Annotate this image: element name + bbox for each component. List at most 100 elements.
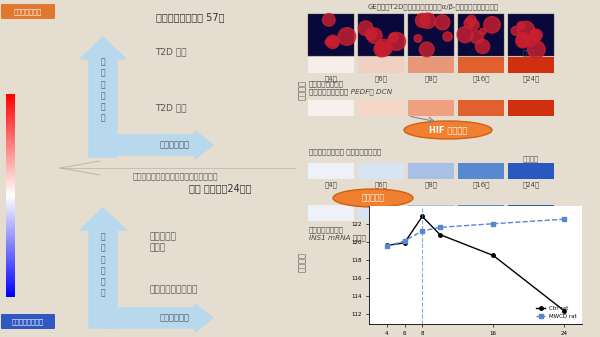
Bar xyxy=(508,100,554,116)
Text: 第6周: 第6周 xyxy=(374,75,388,82)
Circle shape xyxy=(325,39,331,45)
MWCD rat xyxy=(560,217,568,221)
Ellipse shape xyxy=(333,189,413,207)
Bar xyxy=(458,163,504,179)
Text: 二型糖尿病
发展中: 二型糖尿病 发展中 xyxy=(150,232,177,252)
Text: 第二特征向量: 第二特征向量 xyxy=(160,313,190,323)
Circle shape xyxy=(435,15,450,30)
Text: 第24周: 第24周 xyxy=(523,181,539,188)
Circle shape xyxy=(388,32,406,51)
Text: 下调的氧化磷酸化: 下调的氧化磷酸化 xyxy=(12,318,44,325)
Circle shape xyxy=(467,15,476,25)
Text: 胰岛素水平变化：: 胰岛素水平变化： xyxy=(309,226,344,233)
Text: 第
一
特
征
向
量: 第 一 特 征 向 量 xyxy=(101,233,106,297)
Circle shape xyxy=(376,39,392,56)
Circle shape xyxy=(479,28,486,35)
Circle shape xyxy=(326,35,339,49)
Circle shape xyxy=(457,27,473,43)
Bar xyxy=(408,163,454,179)
FancyArrow shape xyxy=(103,304,213,332)
Text: 第16周: 第16周 xyxy=(472,181,490,188)
Text: 第4周: 第4周 xyxy=(325,181,337,188)
Ctrl rat xyxy=(436,233,443,237)
Text: 第8周: 第8周 xyxy=(425,181,437,188)
Bar xyxy=(308,14,354,56)
Circle shape xyxy=(527,37,536,46)
Circle shape xyxy=(443,32,452,41)
Circle shape xyxy=(419,42,434,57)
MWCD rat xyxy=(383,244,391,248)
Bar xyxy=(508,163,554,179)
Bar xyxy=(358,100,404,116)
Bar xyxy=(458,205,504,221)
Text: 上调的血管增生: 上调的血管增生 xyxy=(14,8,42,15)
Text: 抗活血管增生，包括 PEDF， DCN: 抗活血管增生，包括 PEDF， DCN xyxy=(309,88,392,95)
Text: 大鼠早期的补偿机制: 大鼠早期的补偿机制 xyxy=(150,285,199,295)
FancyBboxPatch shape xyxy=(1,4,55,19)
Circle shape xyxy=(414,35,422,42)
Bar xyxy=(458,14,504,56)
Circle shape xyxy=(530,30,540,40)
MWCD rat xyxy=(401,239,408,243)
Text: 主要的分子变化： 下调的氧化磷酸化: 主要的分子变化： 下调的氧化磷酸化 xyxy=(309,148,381,155)
Line: MWCD rat: MWCD rat xyxy=(385,217,566,248)
Text: 第4周: 第4周 xyxy=(325,75,337,82)
Bar xyxy=(308,100,354,116)
FancyBboxPatch shape xyxy=(1,314,55,329)
Bar xyxy=(308,205,354,221)
Circle shape xyxy=(464,18,475,28)
Text: 同步变化: 同步变化 xyxy=(298,80,307,100)
Circle shape xyxy=(517,21,535,38)
Text: 高血糖血症: 高血糖血症 xyxy=(361,193,385,203)
Bar xyxy=(358,14,404,56)
Text: 主要的分子变化：: 主要的分子变化： xyxy=(309,80,344,87)
Circle shape xyxy=(517,33,530,46)
Bar xyxy=(508,57,554,73)
Circle shape xyxy=(517,22,525,30)
Bar xyxy=(408,100,454,116)
Ctrl rat xyxy=(490,253,497,257)
Text: 人（年龄中位数： 57）: 人（年龄中位数： 57） xyxy=(156,12,224,22)
MWCD rat xyxy=(419,229,426,233)
Bar xyxy=(358,57,404,73)
Text: 大鼠 （年龄到24周）: 大鼠 （年龄到24周） xyxy=(189,183,251,193)
Text: 第8周: 第8周 xyxy=(425,75,437,82)
Circle shape xyxy=(470,31,484,44)
Circle shape xyxy=(469,20,479,30)
Bar xyxy=(458,57,504,73)
MWCD rat xyxy=(436,225,443,229)
Line: Ctrl rat: Ctrl rat xyxy=(385,215,566,312)
Circle shape xyxy=(374,42,389,57)
Bar xyxy=(358,205,404,221)
Circle shape xyxy=(358,21,373,36)
Text: T2D 早期: T2D 早期 xyxy=(155,103,187,113)
Circle shape xyxy=(338,28,356,45)
Ctrl rat xyxy=(419,214,426,218)
Circle shape xyxy=(420,13,436,29)
Bar xyxy=(358,163,404,179)
MWCD rat xyxy=(490,222,497,226)
Circle shape xyxy=(484,17,500,33)
Bar xyxy=(508,14,554,56)
Bar xyxy=(458,100,504,116)
Legend: Ctrl rat, MWCD rat: Ctrl rat, MWCD rat xyxy=(534,304,579,321)
Bar xyxy=(408,14,454,56)
Text: 第16周: 第16周 xyxy=(472,75,490,82)
Text: INS1 mRNA 测定値: INS1 mRNA 测定値 xyxy=(309,234,366,241)
Text: 同步变化: 同步变化 xyxy=(298,252,307,272)
Circle shape xyxy=(365,29,377,40)
Ctrl rat xyxy=(401,241,408,245)
Circle shape xyxy=(328,37,337,47)
Circle shape xyxy=(475,39,490,54)
Text: HIF 信号通路: HIF 信号通路 xyxy=(429,125,467,134)
Text: 统计量署: 统计量署 xyxy=(523,50,539,56)
Text: 第6周: 第6周 xyxy=(374,181,388,188)
Ctrl rat xyxy=(560,309,568,313)
Bar xyxy=(408,57,454,73)
Text: 第二特征向量: 第二特征向量 xyxy=(160,141,190,150)
Bar xyxy=(308,163,354,179)
Text: 统计及署: 统计及署 xyxy=(523,155,539,162)
Text: 第24周: 第24周 xyxy=(523,75,539,82)
Circle shape xyxy=(367,28,382,43)
Bar xyxy=(308,57,354,73)
